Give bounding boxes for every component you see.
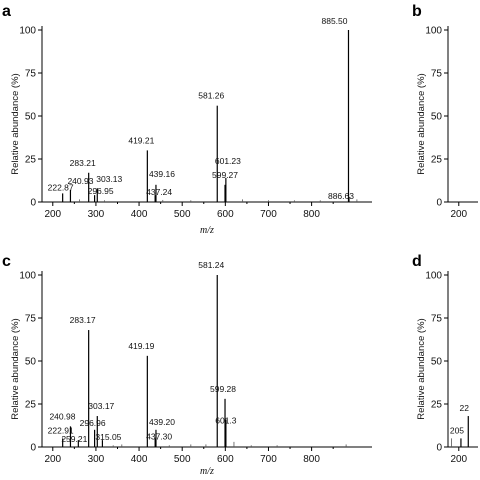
peak-label: 240.98: [49, 411, 75, 421]
y-tick-label: 75: [25, 314, 37, 325]
panel-d: d 0 25 50 75 100 200 Relative abundance (%) 205 2…: [412, 253, 478, 465]
x-tick-label: 800: [303, 454, 320, 465]
y-axis-title: Relative abundance (%): [416, 318, 427, 419]
peak-label: 296.96: [80, 418, 106, 428]
y-tick-label: 25: [25, 155, 37, 166]
x-tick-label: 400: [131, 454, 148, 465]
peak-label: 419.21: [128, 135, 154, 145]
peak-label: 283.17: [70, 315, 96, 325]
x-tick-label: 300: [88, 209, 105, 220]
panel-letter: a: [2, 3, 11, 20]
panel-letter: b: [412, 3, 422, 20]
y-tick-label: 100: [19, 26, 36, 37]
x-tick-label: 600: [217, 209, 234, 220]
y-tick-label: 75: [431, 69, 443, 80]
y-tick-label: 0: [30, 198, 36, 209]
x-tick-label: 200: [44, 209, 61, 220]
panel-b: b 0 25 50 75 100 200 Relative abundance (%): [412, 3, 478, 220]
peak-label: 437.30: [146, 431, 172, 441]
panel-letter: d: [412, 253, 422, 270]
peak-label: 205: [450, 425, 464, 435]
x-tick-label: 800: [303, 209, 320, 220]
peak-label: 22: [460, 403, 470, 413]
peak-label: 419.19: [128, 341, 154, 351]
y-tick-label: 50: [431, 112, 443, 123]
peak-label: 303.17: [88, 401, 114, 411]
panel-a: a 0 25 50 75 100 200 300 400 500 600 700 800 Relative…: [2, 3, 372, 236]
y-tick-label: 0: [436, 198, 442, 209]
x-tick-label: 700: [260, 454, 277, 465]
x-tick-label: 700: [260, 209, 277, 220]
peak-label: 885.50: [321, 16, 347, 26]
y-tick-label: 75: [431, 314, 443, 325]
peak-label: 601.23: [215, 156, 241, 166]
x-tick-label: 300: [88, 454, 105, 465]
peak-label: 439.20: [149, 417, 175, 427]
y-tick-label: 50: [25, 357, 37, 368]
peak-label: 283.21: [70, 158, 96, 168]
y-tick-label: 0: [30, 443, 36, 454]
y-tick-label: 25: [431, 400, 443, 411]
x-tick-label: 200: [44, 454, 61, 465]
peak-label: 259.21: [61, 434, 87, 444]
y-axis-title: Relative abundance (%): [416, 73, 427, 174]
x-tick-label: 500: [174, 209, 191, 220]
x-tick-label: 500: [174, 454, 191, 465]
peak-label: 296.95: [88, 186, 114, 196]
y-tick-label: 25: [431, 155, 443, 166]
peak-label: 240.93: [67, 176, 93, 186]
y-tick-label: 25: [25, 400, 37, 411]
x-axis-title: m/z: [200, 466, 214, 477]
y-tick-label: 0: [436, 443, 442, 454]
peak-label: 581.24: [198, 260, 224, 270]
panel-c: c 0 25 50 75 100 200 300 400 500 600 700 800 Relative…: [2, 253, 372, 477]
peak-label: 581.26: [198, 91, 224, 101]
peak-label: 599.27: [212, 170, 238, 180]
y-tick-label: 100: [425, 26, 442, 37]
peak-label: 222.91: [48, 425, 74, 435]
peak-label: 303.13: [96, 174, 122, 184]
y-tick-label: 50: [431, 357, 443, 368]
y-tick-label: 75: [25, 69, 37, 80]
peak-label: 439.16: [149, 169, 175, 179]
peak-label: 222.87: [48, 182, 74, 192]
y-tick-label: 100: [425, 271, 442, 282]
y-axis-title: Relative abundance (%): [10, 73, 21, 174]
x-tick-label: 200: [450, 209, 467, 220]
x-axis-title: m/z: [200, 225, 214, 236]
x-tick-label: 600: [217, 454, 234, 465]
y-tick-label: 100: [19, 271, 36, 282]
peak-label: 315.05: [95, 432, 121, 442]
peak-label: 601.3: [215, 415, 237, 425]
peak-label: 437.24: [146, 187, 172, 197]
y-tick-label: 50: [25, 112, 37, 123]
peak-label: 886.63: [328, 191, 354, 201]
y-axis-title: Relative abundance (%): [10, 318, 21, 419]
peak-label: 599.28: [210, 384, 236, 394]
x-tick-label: 200: [450, 454, 467, 465]
x-tick-label: 400: [131, 209, 148, 220]
panel-letter: c: [2, 253, 11, 270]
